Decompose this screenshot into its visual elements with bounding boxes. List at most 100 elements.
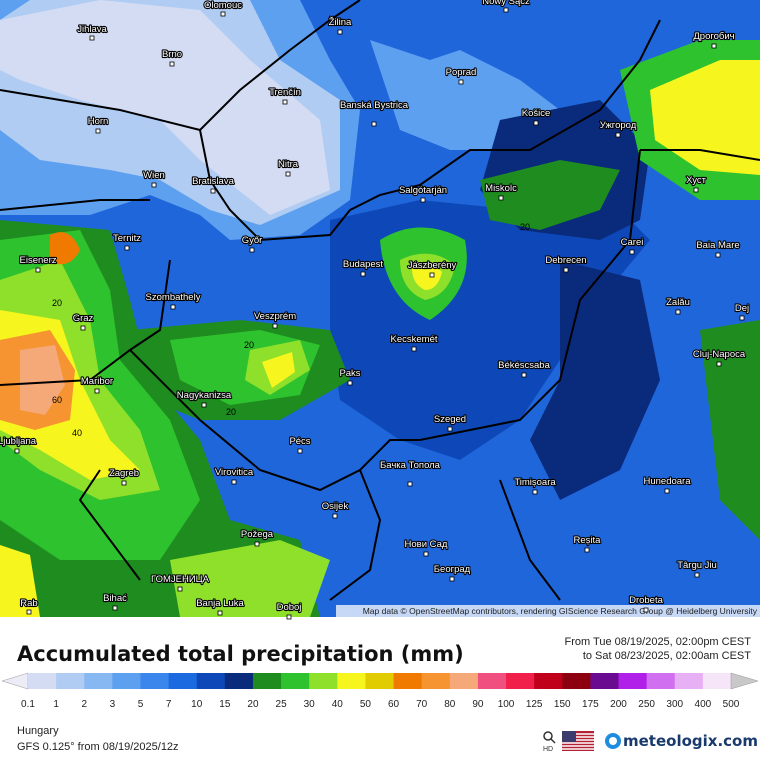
place-label: ГОМЈЕНИЦА <box>151 574 210 585</box>
place-label: Jihlava <box>77 24 107 35</box>
legend-arrow <box>730 672 759 690</box>
place-marker <box>447 426 453 432</box>
legend-label: 2 <box>81 699 87 710</box>
legend-label: 15 <box>219 699 231 710</box>
place-marker <box>716 361 722 367</box>
place-label: Maribor <box>81 376 113 387</box>
legend-swatch <box>224 673 254 689</box>
flag-stripes <box>562 733 594 750</box>
legend-label: 25 <box>276 699 288 710</box>
place-marker <box>220 11 226 17</box>
place-label: Nagykanizsa <box>177 390 232 401</box>
place-marker <box>739 315 745 321</box>
place-marker <box>584 547 590 553</box>
place-marker <box>347 380 353 386</box>
place-label: Carei <box>621 237 644 248</box>
place-marker <box>371 121 377 127</box>
place-label: Banská Bystrica <box>340 100 409 111</box>
legend-label: 30 <box>304 699 316 710</box>
legend-label: 80 <box>444 699 456 710</box>
place-label: Хуст <box>686 175 707 186</box>
title: Accumulated total precipitation (mm) <box>17 642 464 666</box>
place-marker <box>94 388 100 394</box>
legend-label: 200 <box>610 699 627 710</box>
legend-swatch <box>168 673 198 689</box>
place-marker <box>423 551 429 557</box>
place-marker <box>285 171 291 177</box>
legend-swatch <box>84 673 113 689</box>
legend-swatch <box>281 673 310 689</box>
place-label: Wien <box>143 170 165 181</box>
contour-label: 20 <box>226 407 236 417</box>
contour-label: 20 <box>520 222 530 232</box>
zoom-icon[interactable]: HD <box>543 731 556 753</box>
place-marker <box>643 607 649 613</box>
date-from: From Tue 08/19/2025, 02:00pm CEST <box>565 636 752 648</box>
place-marker <box>112 605 118 611</box>
place-marker <box>449 576 455 582</box>
legend-swatch <box>646 673 676 689</box>
legend-label: 250 <box>638 699 655 710</box>
brand-name: meteologix.com <box>623 732 758 750</box>
legend-label: 400 <box>695 699 712 710</box>
legend-label: 150 <box>554 699 571 710</box>
place-label: Poprad <box>446 67 477 78</box>
place-marker <box>411 346 417 352</box>
region: Hungary <box>17 725 59 737</box>
legend-swatch <box>196 673 226 689</box>
model-info: GFS 0.125° from 08/19/2025/12z <box>17 741 179 753</box>
legend-label: 125 <box>526 699 543 710</box>
place-label: Banja Luka <box>196 598 244 609</box>
place-marker <box>615 132 621 138</box>
place-label: Târgu Jiu <box>677 560 717 571</box>
place-marker <box>297 448 303 454</box>
precip-area <box>0 545 40 617</box>
precip-area <box>480 160 620 230</box>
place-label: Paks <box>339 368 360 379</box>
place-marker <box>664 488 670 494</box>
place-label: Szeged <box>434 414 466 425</box>
legend-swatch <box>590 673 620 689</box>
place-label: Zagreb <box>109 468 139 479</box>
place-label: Szombathely <box>146 292 201 303</box>
place-label: Cluj-Napoca <box>693 349 746 360</box>
legend-label: 1 <box>53 699 59 710</box>
place-marker <box>694 572 700 578</box>
legend-swatch <box>140 673 170 689</box>
place-label: Košice <box>522 108 551 119</box>
place-label: Ternitz <box>113 233 141 244</box>
legend-swatch <box>56 673 85 689</box>
legend-label: 10 <box>191 699 203 710</box>
place-marker <box>95 128 101 134</box>
legend-swatch <box>534 673 563 689</box>
brand[interactable]: meteologix.com <box>605 732 758 750</box>
legend-swatch <box>449 673 479 689</box>
place-label: Bihać <box>103 593 127 604</box>
precip-area <box>412 263 442 290</box>
place-marker <box>332 513 338 519</box>
contour-label: 60 <box>52 395 62 405</box>
place-label: Timișoara <box>514 477 556 488</box>
place-label: Pécs <box>289 436 310 447</box>
legend-swatch <box>112 673 141 689</box>
legend-label: 3 <box>110 699 116 710</box>
place-label: Nowy Sącz <box>482 0 530 7</box>
place-label: Бачка Топола <box>380 460 441 471</box>
legend-swatch <box>337 673 366 689</box>
place-marker <box>533 120 539 126</box>
place-label: Virovitica <box>215 467 254 478</box>
place-label: Békéscsaba <box>498 360 550 371</box>
legend-label: 40 <box>332 699 344 710</box>
place-marker <box>629 249 635 255</box>
contour-label: 40 <box>72 428 82 438</box>
place-marker <box>89 35 95 41</box>
place-marker <box>521 372 527 378</box>
place-label: Žilina <box>329 17 352 28</box>
flag-icon[interactable] <box>562 731 594 751</box>
legend-swatch <box>365 673 395 689</box>
place-marker <box>420 197 426 203</box>
place-label: Нови Сад <box>405 539 448 550</box>
place-marker <box>177 586 183 592</box>
place-label: Debrecen <box>545 255 586 266</box>
